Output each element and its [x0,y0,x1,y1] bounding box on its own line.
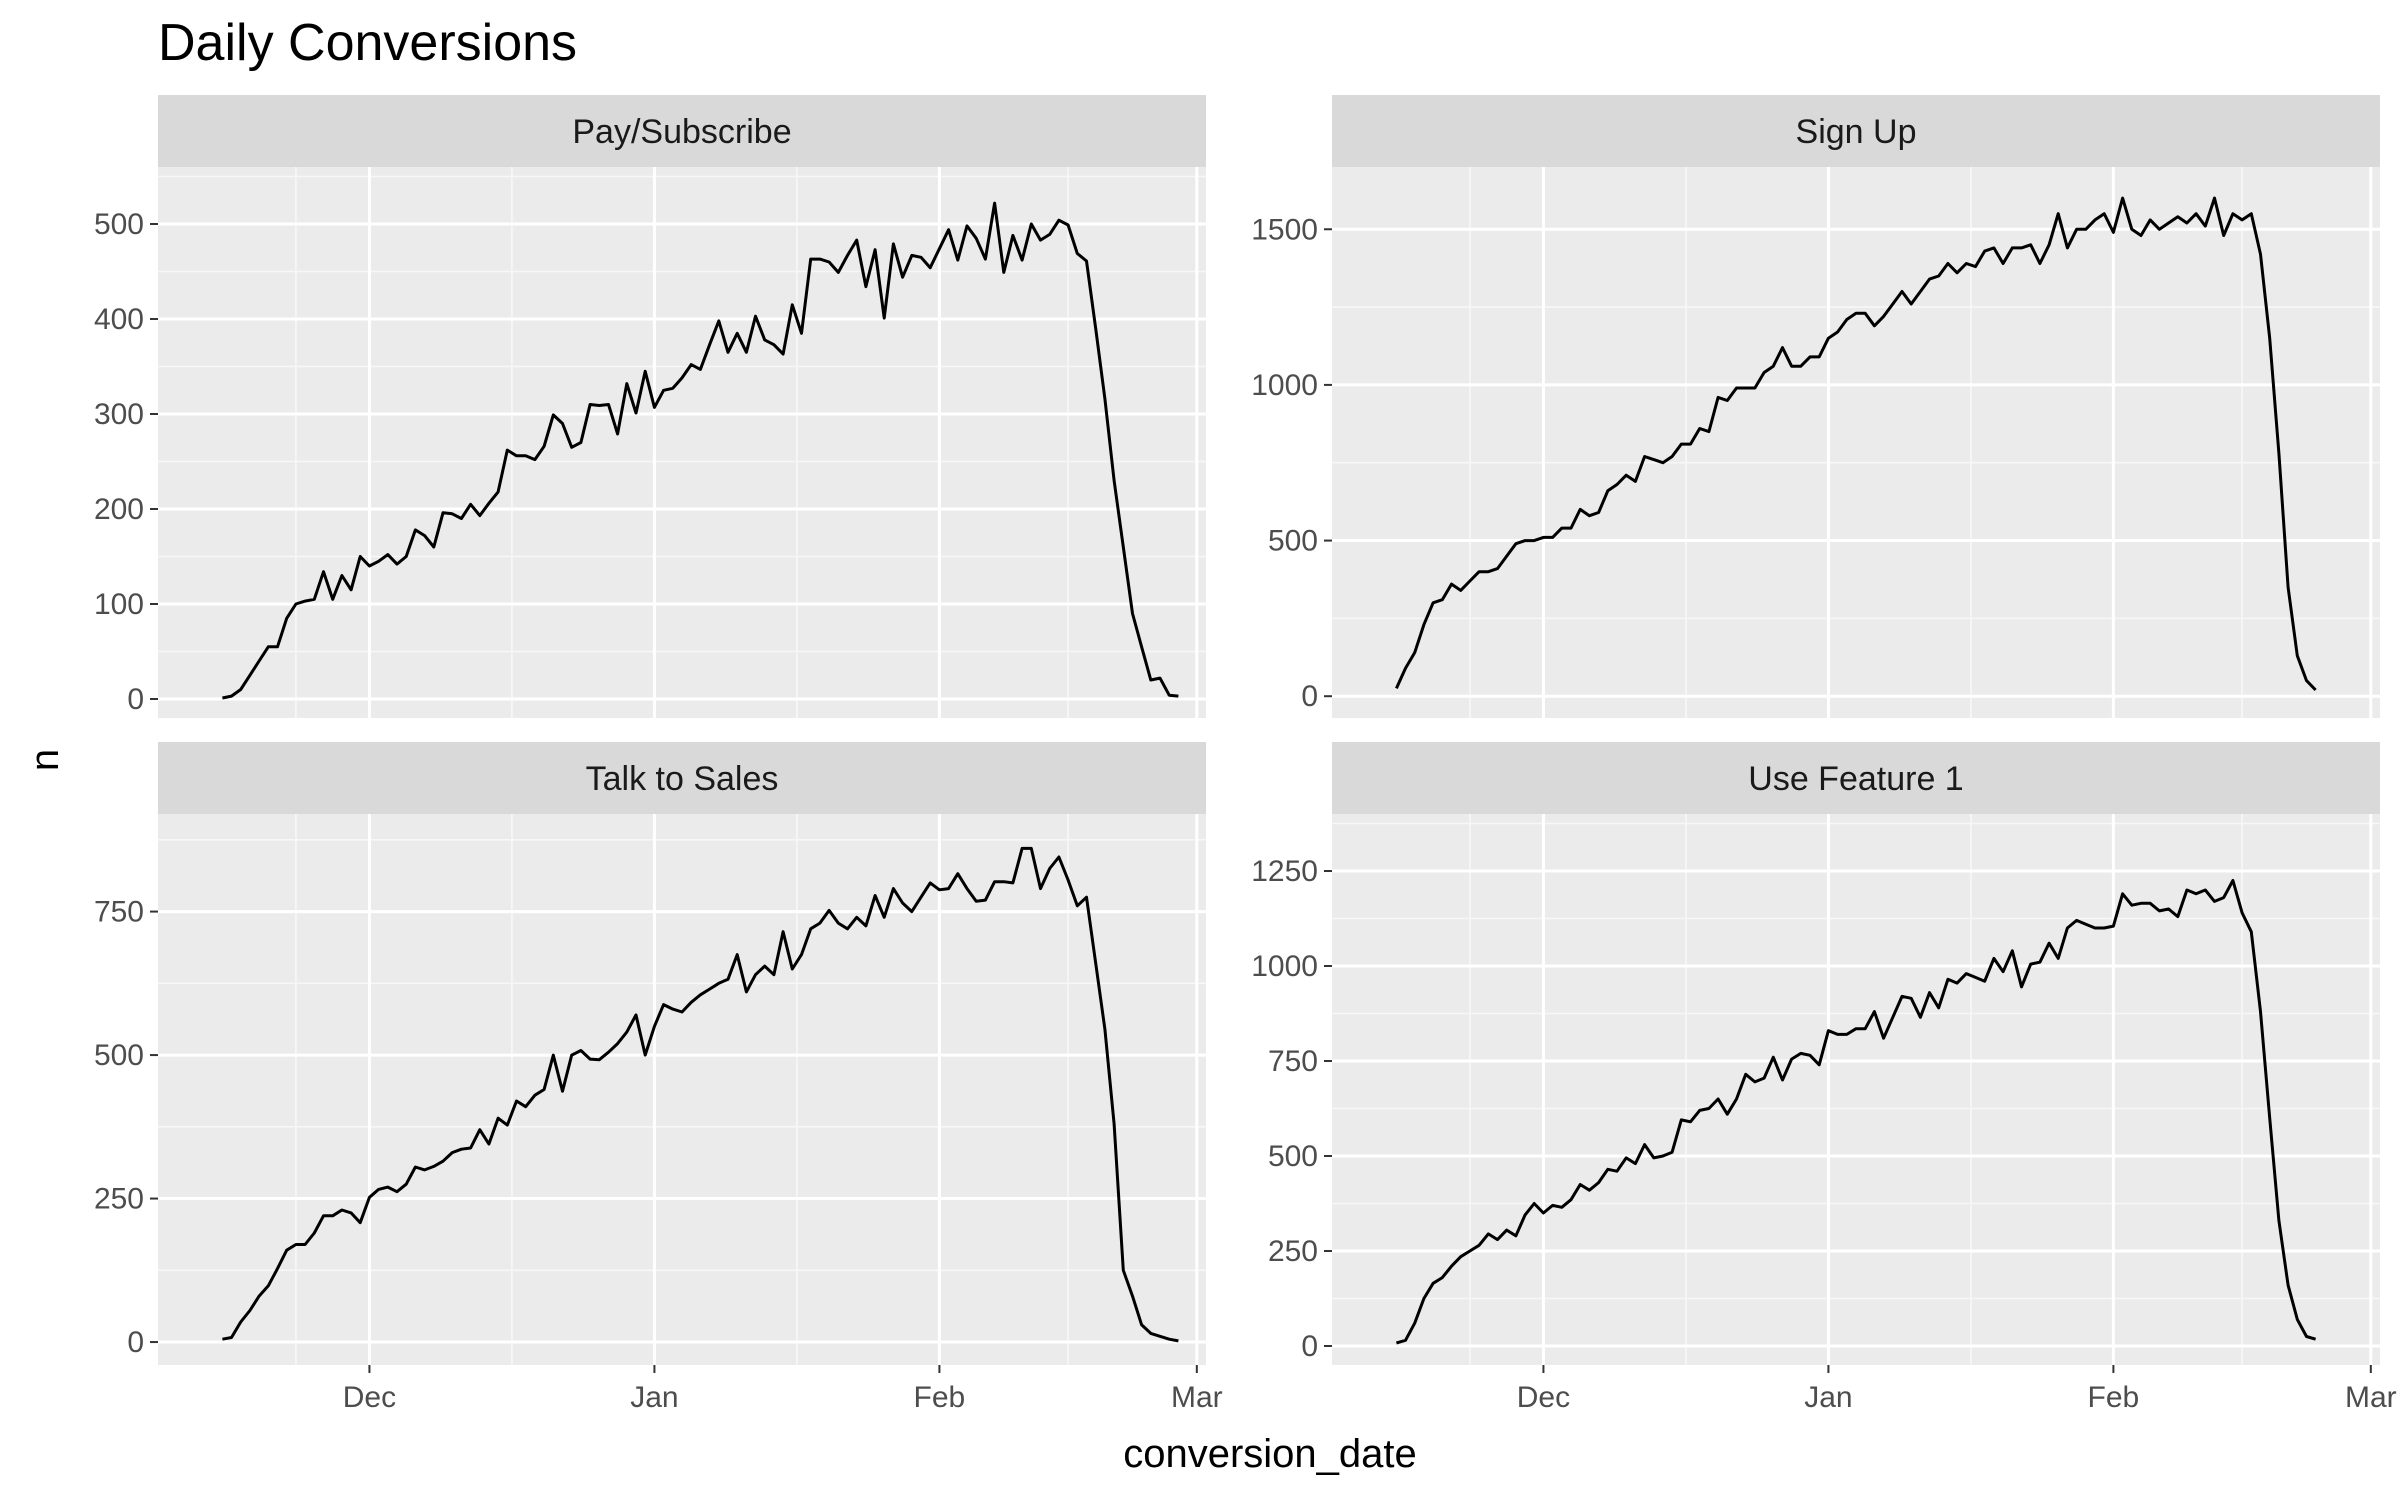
y-tick-label: 0 [1301,1330,1318,1363]
panel-background [158,167,1206,718]
y-tick-label: 250 [1268,1235,1318,1268]
y-tick-label: 500 [94,1039,144,1072]
y-tick-label: 500 [1268,525,1318,558]
series-line [222,846,1179,1343]
facet-panels: Pay/Subscribe 0 100 200 300 400 500 Sign Up 0 500… [94,95,2397,1414]
y-tick-label: 1000 [1251,950,1318,983]
y-tick-label: 0 [127,1326,144,1359]
facet-panel: Pay/Subscribe 0 100 200 300 400 500 [94,95,1206,718]
x-tick-label: Feb [914,1381,966,1414]
facet-panel: Sign Up 0 500 1000 1500 [1251,95,2380,718]
y-axis-label: n [23,749,67,771]
y-tick-label: 1000 [1251,369,1318,402]
facet-strip [158,95,1206,167]
y-tick-label: 0 [127,683,144,716]
facet-strip-label: Sign Up [1796,113,1917,151]
chart-title: Daily Conversions [158,14,577,72]
x-tick-label: Mar [2345,1381,2397,1414]
panel-background [1332,167,2380,718]
panel-background [158,814,1206,1365]
facet-strip [158,742,1206,814]
facet-strip-label: Talk to Sales [586,760,779,798]
y-tick-label: 200 [94,493,144,526]
y-tick-label: 750 [94,896,144,929]
x-tick-label: Dec [1517,1381,1570,1414]
y-tick-label: 300 [94,398,144,431]
x-tick-label: Mar [1171,1381,1223,1414]
facet-panel: Use Feature 1 0 250 500 750 1000 1250 Dec Jan Feb… [1251,742,2397,1414]
y-tick-label: 1500 [1251,213,1318,246]
panel-background [1332,814,2380,1365]
y-tick-label: 500 [94,208,144,241]
y-tick-label: 400 [94,303,144,336]
x-tick-label: Jan [630,1381,678,1414]
x-axis-label: conversion_date [1123,1432,1417,1476]
y-tick-label: 750 [1268,1045,1318,1078]
series-line [1395,196,2317,692]
facet-panel: Talk to Sales 0 250 500 750 Dec Jan Feb Mar [94,742,1223,1414]
y-tick-label: 500 [1268,1140,1318,1173]
facet-strip-label: Pay/Subscribe [572,113,791,151]
x-tick-label: Jan [1804,1381,1852,1414]
facet-strip [1332,742,2380,814]
y-tick-label: 100 [94,588,144,621]
series-line [222,201,1179,700]
y-tick-label: 0 [1301,680,1318,713]
facet-strip-label: Use Feature 1 [1748,760,1963,798]
facet-strip [1332,95,2380,167]
series-line [1395,879,2317,1345]
x-tick-label: Feb [2088,1381,2140,1414]
y-tick-label: 250 [94,1183,144,1216]
y-tick-label: 1250 [1251,855,1318,888]
x-tick-label: Dec [343,1381,396,1414]
